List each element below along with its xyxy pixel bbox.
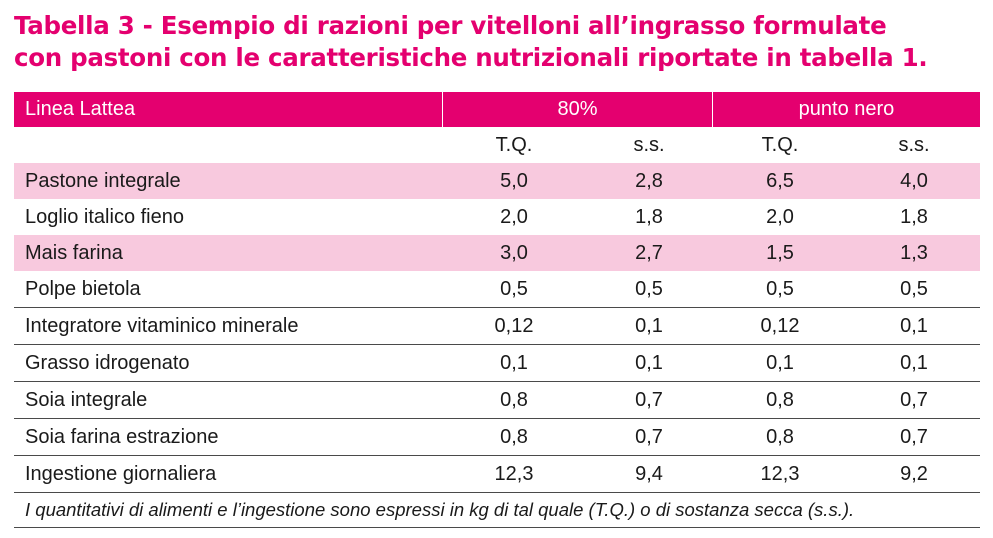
cell-value: 12,3 [494,462,534,485]
table-row: Soia integrale 0,8 0,7 0,8 0,7 [14,382,980,419]
header-group-80: 80% [442,92,712,127]
table-row: Grasso idrogenato 0,1 0,1 0,1 0,1 [14,345,980,382]
row-label: Grasso idrogenato [25,351,190,374]
table-title-line-1: Tabella 3 - Esempio di razioni per vitel… [14,11,887,40]
table-row: Loglio italico fieno 2,0 1,8 2,0 1,8 [14,199,980,235]
cell-value: 0,8 [766,388,794,411]
ration-table: Linea Lattea 80% punto nero T.Q. s.s. T.… [14,92,980,528]
cell-value: 0,1 [635,314,663,337]
cell-value: 0,7 [900,425,928,448]
cell-value: 0,5 [500,277,528,300]
table-row: Mais farina 3,0 2,7 1,5 1,3 [14,235,980,271]
cell-value: 2,7 [635,241,663,264]
row-label: Pastone integrale [25,169,181,192]
cell-value: 0,5 [635,277,663,300]
cell-value: 4,0 [900,169,928,192]
cell-value: 0,8 [500,425,528,448]
cell-value: 0,7 [635,425,663,448]
cell-value: 5,0 [500,169,528,192]
row-label: Ingestione giornaliera [25,462,217,485]
cell-value: 9,2 [900,462,928,485]
cell-value: 6,5 [766,169,794,192]
row-label: Mais farina [25,241,123,264]
cell-value: 1,8 [900,205,928,228]
cell-value: 0,5 [766,277,794,300]
table-title-line-2: con pastoni con le caratteristiche nutri… [14,43,928,72]
header-group-punto-nero: punto nero [712,92,980,127]
table-header-row: Linea Lattea 80% punto nero [14,92,980,127]
cell-value: 0,8 [500,388,528,411]
table-subheader-row: T.Q. s.s. T.Q. s.s. [14,127,980,163]
subheader-tq-1: T.Q. [495,133,533,156]
cell-value: 2,8 [635,169,663,192]
cell-value: 9,4 [635,462,663,485]
cell-value: 0,1 [900,351,928,374]
subheader-ss-2: s.s. [898,133,930,156]
table-row: Polpe bietola 0,5 0,5 0,5 0,5 [14,271,980,308]
table-row: Integratore vitaminico minerale 0,12 0,1… [14,308,980,345]
cell-value: 0,7 [900,388,928,411]
cell-value: 0,8 [766,425,794,448]
cell-value: 1,5 [766,241,794,264]
cell-value: 0,7 [635,388,663,411]
row-label: Loglio italico fieno [25,205,184,228]
cell-value: 0,5 [900,277,928,300]
table-row-total: Ingestione giornaliera 12,3 9,4 12,3 9,2 [14,456,980,493]
subheader-empty [14,127,442,163]
table-row: Soia farina estrazione 0,8 0,7 0,8 0,7 [14,419,980,456]
table-footnote: I quantitativi di alimenti e l’ingestion… [14,493,980,528]
cell-value: 2,0 [766,205,794,228]
cell-value: 0,12 [760,314,800,337]
row-label: Polpe bietola [25,277,141,300]
cell-value: 3,0 [500,241,528,264]
subheader-tq-2: T.Q. [761,133,799,156]
row-label: Soia farina estrazione [25,425,219,448]
cell-value: 12,3 [760,462,800,485]
row-label: Soia integrale [25,388,148,411]
row-label: Integratore vitaminico minerale [25,314,299,337]
table-row: Pastone integrale 5,0 2,8 6,5 4,0 [14,163,980,199]
cell-value: 0,1 [500,351,528,374]
cell-value: 0,1 [635,351,663,374]
header-row-label: Linea Lattea [25,98,136,120]
cell-value: 1,3 [900,241,928,264]
subheader-ss-1: s.s. [633,133,665,156]
cell-value: 0,1 [766,351,794,374]
cell-value: 2,0 [500,205,528,228]
table-title: Tabella 3 - Esempio di razioni per vitel… [14,10,984,74]
cell-value: 1,8 [635,205,663,228]
cell-value: 0,12 [494,314,534,337]
cell-value: 0,1 [900,314,928,337]
